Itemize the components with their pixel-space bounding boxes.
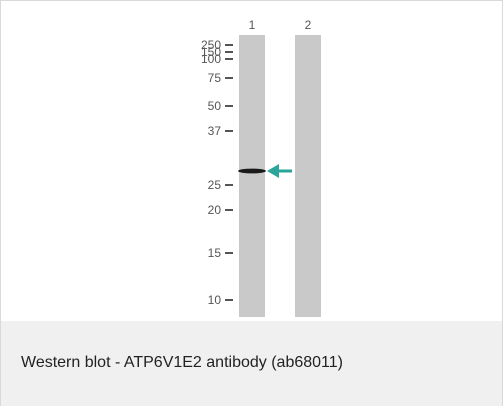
lane-1: [239, 35, 265, 317]
blot-image: 1 2 250 150 100 75 50 37 25 20 15 10: [1, 1, 502, 321]
marker-label-150: 150: [201, 45, 221, 59]
marker-label-25: 25: [208, 178, 222, 192]
lane-label-2: 2: [305, 18, 312, 32]
marker-label-50: 50: [208, 99, 222, 113]
marker-label-37: 37: [208, 124, 222, 138]
lane-label-1: 1: [249, 18, 256, 32]
marker-label-75: 75: [208, 71, 222, 85]
marker-label-250: 250: [201, 38, 221, 52]
marker-label-15: 15: [208, 246, 222, 260]
marker-label-10: 10: [208, 293, 222, 307]
protein-band: [238, 168, 266, 174]
lane-2: [295, 35, 321, 317]
marker-label-100: 100: [201, 52, 221, 66]
band-arrow-icon: [267, 164, 292, 178]
figure-caption: Western blot - ATP6V1E2 antibody (ab6801…: [21, 354, 343, 371]
caption-bar: Western blot - ATP6V1E2 antibody (ab6801…: [1, 321, 502, 406]
marker-label-20: 20: [208, 203, 222, 217]
western-blot: 1 2 250 150 100 75 50 37 25 20 15 10: [201, 18, 321, 317]
